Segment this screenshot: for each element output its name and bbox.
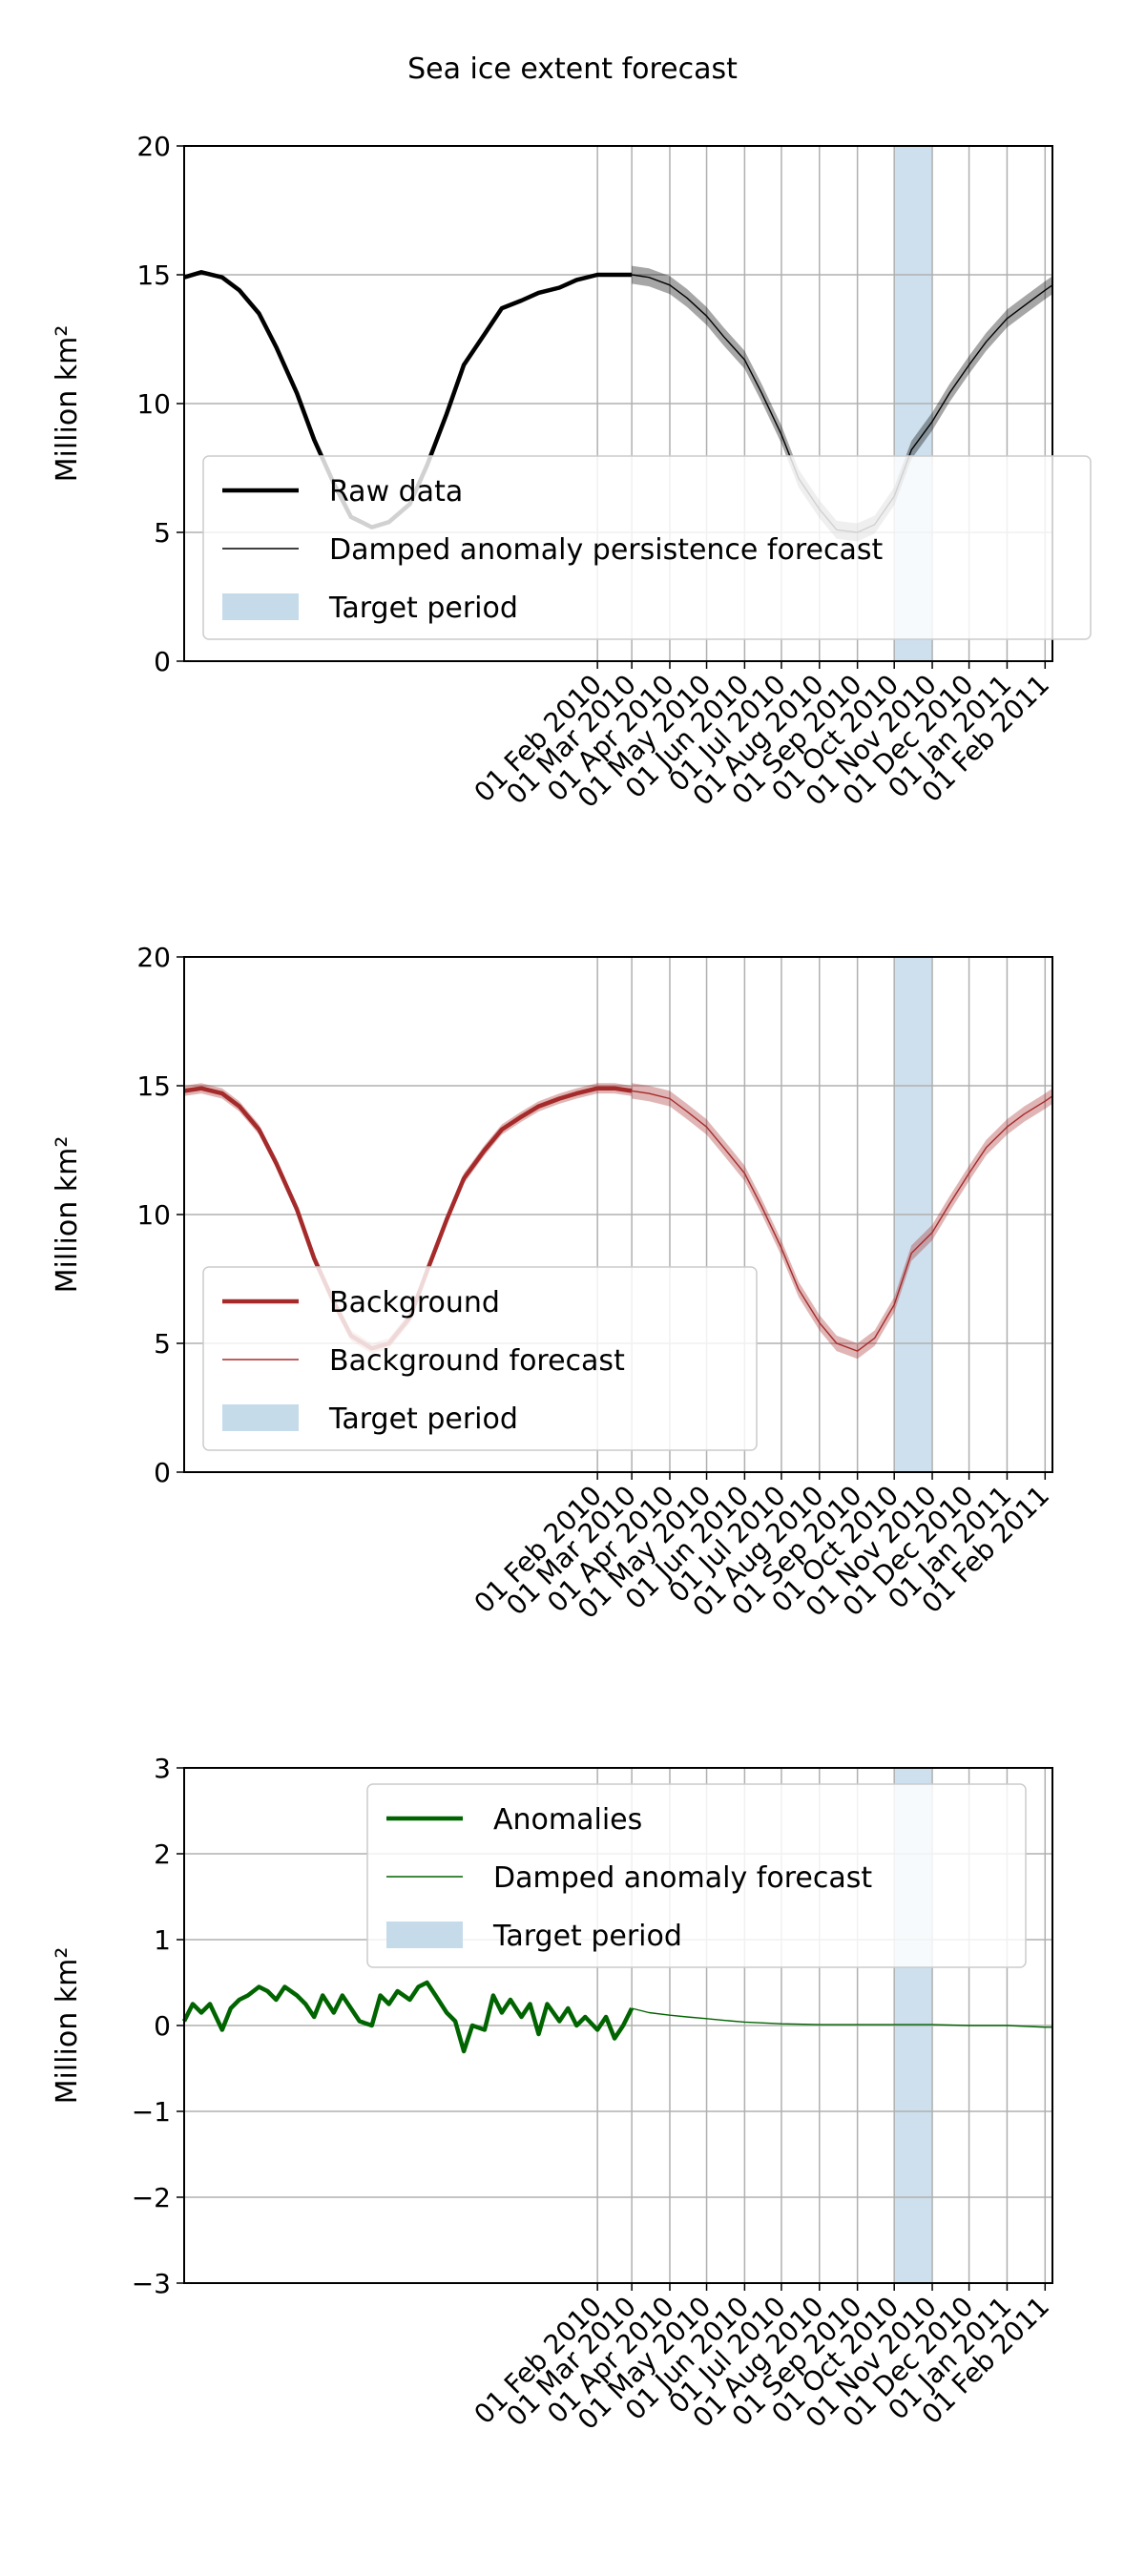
legend: Background Background forecast Target peri…: [202, 1266, 758, 1451]
y-axis-label: Million km²: [51, 1947, 84, 2105]
plot-frame: [183, 145, 1053, 662]
legend-label: Anomalies: [493, 1803, 642, 1837]
y-tick-label: 0: [154, 646, 171, 677]
y-tick-label: 3: [154, 1753, 171, 1784]
legend: Raw data Damped anomaly persistence forec…: [202, 455, 1092, 640]
legend-label: Background forecast: [329, 1344, 625, 1378]
y-tick-label: 2: [154, 1839, 171, 1870]
series-line-damped-anomaly-forecast: [631, 2007, 1052, 2028]
y-tick-label: 15: [136, 260, 171, 291]
series-line-background-forecast: [631, 1090, 1053, 1352]
legend-label: Background: [329, 1286, 500, 1319]
y-tick-label: 10: [136, 388, 171, 420]
y-tick-label: 0: [154, 2010, 171, 2042]
series-line-anomalies: [181, 1980, 635, 2054]
figure-title: Sea ice extent forecast: [407, 52, 738, 86]
y-tick-label: 5: [154, 517, 171, 549]
y-tick-label: −3: [132, 2268, 171, 2299]
y-tick-label: 0: [154, 1457, 171, 1488]
y-tick-label: 10: [136, 1199, 171, 1231]
legend-swatch-target-period: [222, 1404, 299, 1431]
y-tick-label: 1: [154, 1924, 171, 1956]
legend-box: [202, 1266, 758, 1451]
plot-frame: [183, 956, 1053, 1473]
y-axis-label: Million km²: [51, 1136, 84, 1294]
legend-box: [366, 1783, 1027, 1968]
y-tick-label: −2: [132, 2182, 171, 2213]
y-tick-label: 20: [136, 131, 171, 162]
y-tick-label: −1: [132, 2096, 171, 2128]
legend-label: Raw data: [329, 475, 463, 509]
y-tick-label: 20: [136, 942, 171, 973]
y-axis-label: Million km²: [51, 325, 84, 483]
legend: Anomalies Damped anomaly forecast Target p…: [366, 1783, 1027, 1968]
plot-frame: [183, 1767, 1053, 2284]
legend-label: Target period: [328, 592, 518, 625]
y-tick-label: 15: [136, 1070, 171, 1102]
forecast-uncertainty-band: [632, 265, 1052, 542]
legend-label: Target period: [328, 1402, 518, 1436]
legend-label: Target period: [492, 1920, 682, 1953]
legend-label: Damped anomaly persistence forecast: [329, 533, 883, 567]
legend-swatch-target-period: [386, 1922, 463, 1948]
legend-box: [202, 455, 1092, 640]
legend-swatch-target-period: [222, 593, 299, 620]
legend-label: Damped anomaly forecast: [493, 1861, 872, 1895]
y-tick-label: 5: [154, 1328, 171, 1360]
